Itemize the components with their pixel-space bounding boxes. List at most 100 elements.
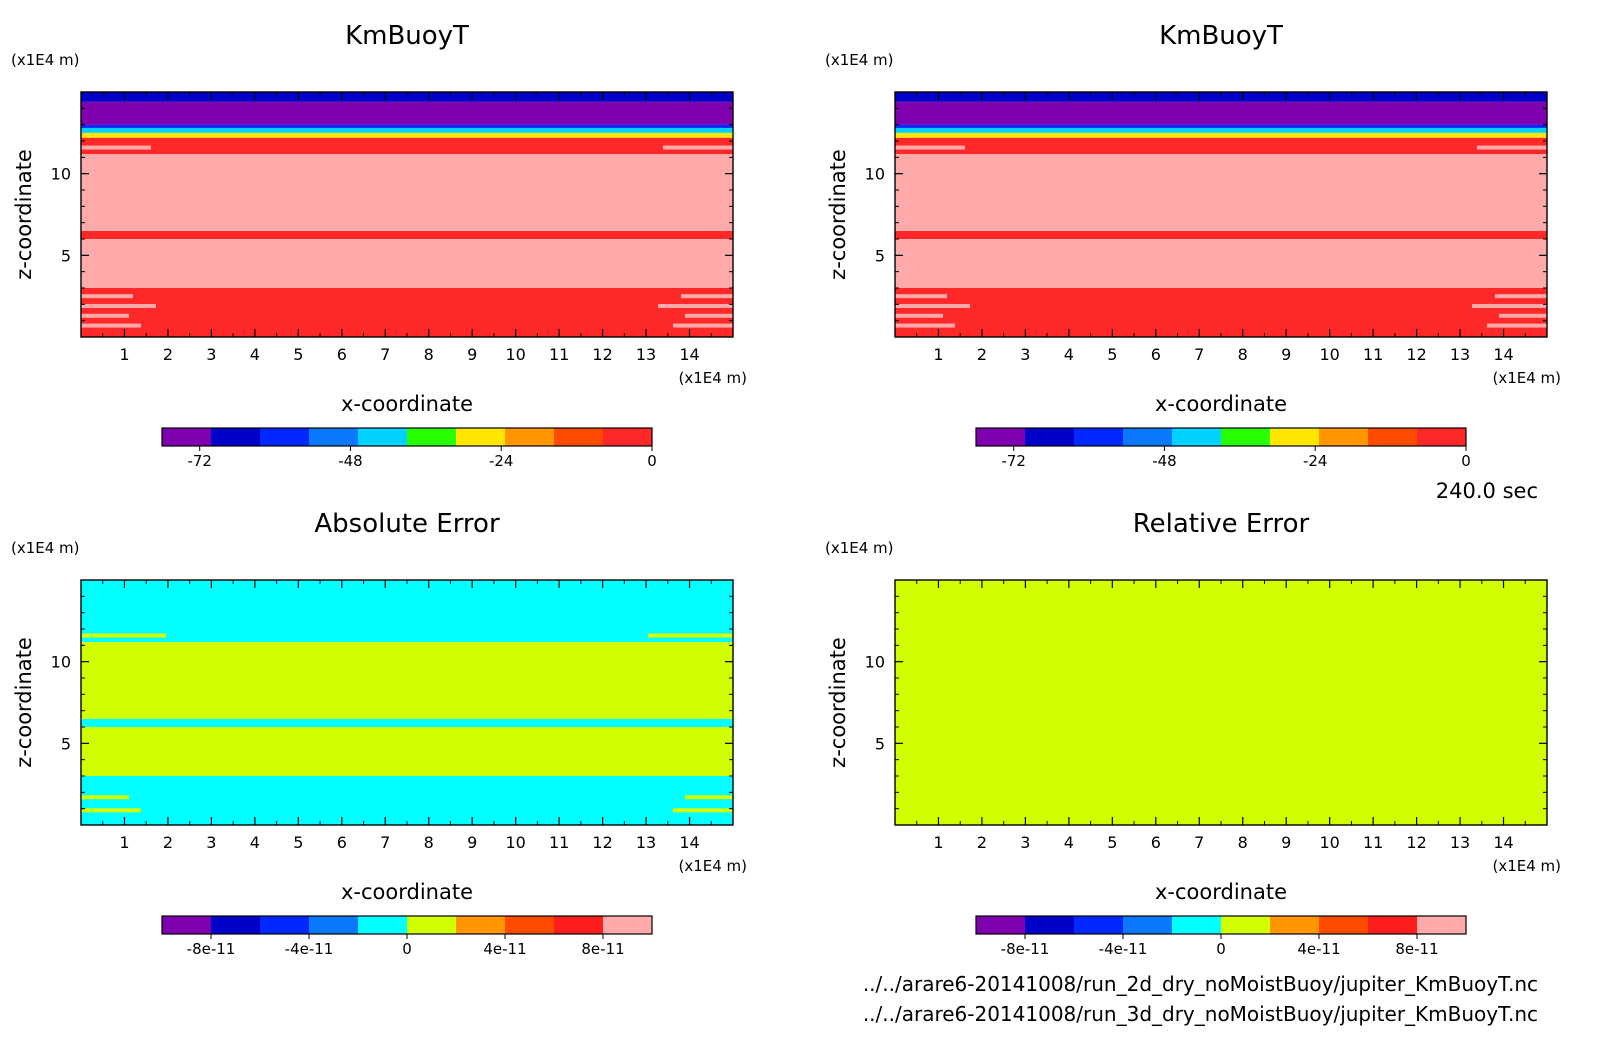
colorbar-swatch	[976, 428, 1025, 446]
colorbar-swatch	[1270, 916, 1319, 934]
x-tick-label: 7	[1194, 833, 1204, 852]
x-tick-label: 5	[1107, 833, 1117, 852]
edge-stripe	[895, 313, 943, 318]
colorbar-tick-label: 8e-11	[581, 940, 624, 958]
colorbar-swatch	[407, 916, 456, 934]
y-tick-label: 5	[61, 246, 71, 265]
x-tick-label: 2	[977, 345, 987, 364]
plot-area	[895, 92, 1547, 337]
x-tick-label: 4	[1064, 345, 1074, 364]
colorbar-swatch	[1074, 428, 1123, 446]
x-tick-label: 7	[380, 345, 390, 364]
edge-stripe	[681, 749, 733, 754]
edge-stripe	[81, 145, 151, 150]
colorbar-tick-label: 0	[647, 452, 657, 470]
x-tick-label: 7	[380, 833, 390, 852]
x-tick-label: 8	[1238, 833, 1248, 852]
contour-band	[81, 137, 733, 155]
y-tick-label: 10	[865, 165, 885, 184]
x-tick-label: 3	[206, 833, 216, 852]
x-unit-label: (x1E4 m)	[678, 857, 747, 875]
x-tick-label: 4	[250, 833, 260, 852]
y-axis-label: z-coordinate	[826, 637, 850, 768]
colorbar-swatch	[211, 428, 260, 446]
colorbar-swatch	[1417, 428, 1466, 446]
contour-band	[895, 137, 1547, 155]
edge-stripe	[1462, 251, 1547, 256]
x-tick-label: 6	[1151, 345, 1161, 364]
contour-band	[81, 132, 733, 138]
colorbar-swatch	[1025, 428, 1074, 446]
colorbar-swatch	[407, 428, 456, 446]
colorbar-swatch	[358, 428, 407, 446]
contour-band	[81, 230, 733, 239]
colorbar-swatch	[358, 916, 407, 934]
edge-stripe	[895, 269, 1035, 274]
y-unit-label: (x1E4 m)	[825, 539, 894, 557]
y-tick-label: 5	[875, 734, 885, 753]
edge-stripe	[81, 294, 133, 299]
colorbar-swatch	[162, 916, 211, 934]
colorbar-swatch	[1368, 916, 1417, 934]
colorbar-swatch	[1270, 428, 1319, 446]
colorbar-swatch	[162, 428, 211, 446]
colorbar-tick-label: -24	[1303, 452, 1328, 470]
colorbar-tick-label: 0	[1216, 940, 1226, 958]
x-axis-label: x-coordinate	[341, 392, 473, 416]
edge-stripe	[658, 757, 733, 762]
x-tick-label: 7	[1194, 345, 1204, 364]
chart-title: KmBuoyT	[1159, 21, 1283, 51]
colorbar-tick-label: -24	[489, 452, 514, 470]
contour-band	[895, 124, 1547, 128]
y-tick-label: 10	[51, 165, 71, 184]
x-tick-label: 14	[679, 345, 699, 364]
x-tick-label: 2	[163, 345, 173, 364]
contour-band	[895, 288, 1547, 337]
x-tick-label: 1	[119, 833, 129, 852]
x-tick-label: 1	[119, 345, 129, 364]
edge-stripe	[648, 633, 733, 638]
edge-stripe	[1472, 303, 1547, 308]
edge-stripe	[81, 313, 129, 318]
x-tick-label: 4	[250, 345, 260, 364]
plot-area	[81, 580, 733, 825]
edge-stripe	[895, 261, 1005, 266]
colorbar-swatch	[1221, 916, 1270, 934]
x-tick-label: 5	[1107, 345, 1117, 364]
contour-lobe	[81, 250, 266, 253]
x-tick-label: 12	[592, 345, 612, 364]
file-path-1: ../../arare6-20141008/run_2d_dry_noMoist…	[863, 972, 1538, 996]
colorbar-swatch	[1123, 916, 1172, 934]
edge-stripe	[623, 261, 733, 266]
x-tick-label: 10	[1319, 345, 1339, 364]
colorbar-tick-label: -72	[187, 452, 212, 470]
colorbar-swatch	[1074, 916, 1123, 934]
edge-stripe	[1407, 269, 1547, 274]
y-axis-label: z-coordinate	[12, 149, 36, 280]
colorbar-swatch	[260, 428, 309, 446]
y-unit-label: (x1E4 m)	[11, 51, 80, 69]
edge-stripe	[673, 808, 733, 813]
y-unit-label: (x1E4 m)	[825, 51, 894, 69]
colorbar-swatch	[1172, 428, 1221, 446]
x-unit-label: (x1E4 m)	[1492, 857, 1561, 875]
edge-stripe	[648, 251, 733, 256]
edge-stripe	[81, 731, 191, 736]
x-tick-label: 10	[505, 833, 525, 852]
x-tick-label: 3	[206, 345, 216, 364]
colorbar-swatch	[1123, 428, 1172, 446]
x-axis-label: x-coordinate	[1155, 880, 1287, 904]
plot-area	[895, 580, 1547, 825]
colorbar-swatch	[1319, 428, 1368, 446]
colorbar-frame	[975, 427, 1467, 447]
x-tick-label: 5	[293, 345, 303, 364]
x-tick-label: 13	[636, 345, 656, 364]
edge-stripe	[895, 294, 947, 299]
colorbar-tick-label: -48	[1152, 452, 1177, 470]
x-tick-label: 9	[1281, 833, 1291, 852]
contour-lobe	[895, 250, 1080, 253]
chart-title: Absolute Error	[314, 509, 500, 539]
